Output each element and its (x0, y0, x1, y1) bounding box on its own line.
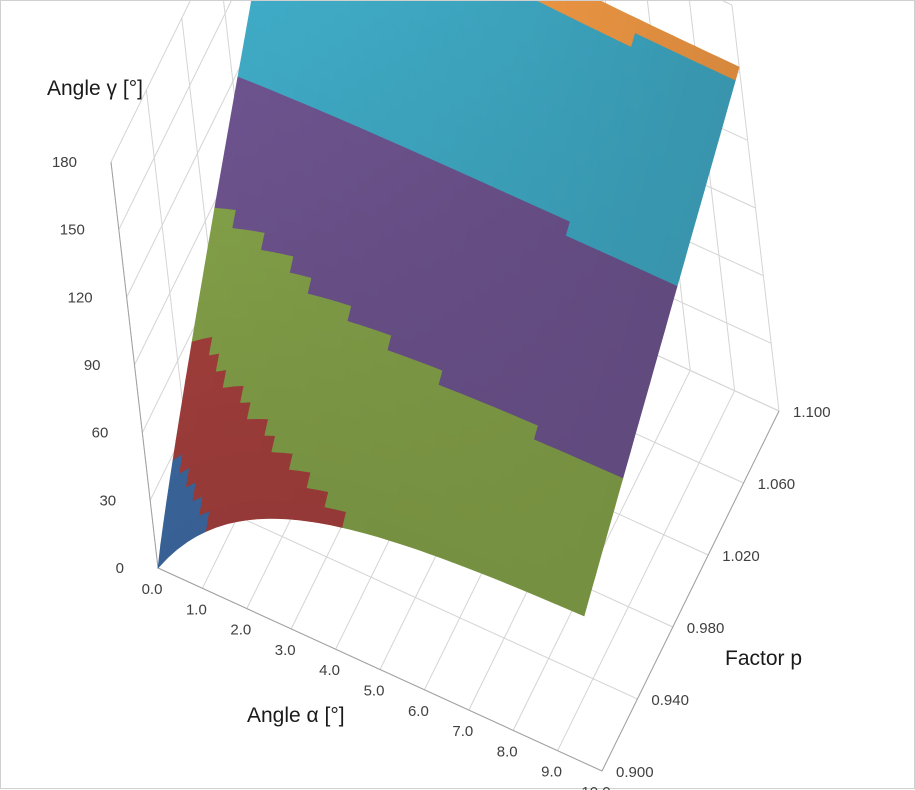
x-tick-label: 0.0 (142, 581, 163, 598)
x-tick-label: 7.0 (452, 723, 473, 740)
x-tick-label: 5.0 (364, 683, 385, 700)
z-tick-label: 180 (52, 154, 77, 171)
x-tick-label: 10.0 (581, 784, 610, 790)
z-tick-label: 150 (60, 222, 85, 239)
x-tick-label: 2.0 (230, 622, 251, 639)
x-tick-label: 3.0 (275, 642, 296, 659)
tick-labels: 0 30 60 90 120 150 180 0.0 1.0 2.0 3.0 4.0 5.0 6.0 7.0… (52, 154, 831, 790)
y-tick-label: 0.980 (687, 620, 725, 637)
z-axis-title: Angle γ [°] (47, 77, 143, 100)
z-tick-label: 120 (68, 289, 93, 306)
z-tick-label: 60 (92, 425, 109, 442)
surface-plot (157, 1, 740, 617)
x-tick-label: 1.0 (186, 601, 207, 618)
y-tick-label: 1.100 (793, 404, 831, 421)
y-tick-label: 0.900 (616, 764, 654, 781)
surface-cell (572, 596, 589, 617)
y-axis-title: Factor p (725, 647, 802, 670)
x-tick-label: 6.0 (408, 703, 429, 720)
x-tick-label: 9.0 (541, 764, 562, 781)
axis-line (110, 161, 780, 772)
x-tick-label: 8.0 (497, 743, 518, 760)
x-axis-title: Angle α [°] (247, 704, 345, 727)
x-tick-label: 4.0 (319, 662, 340, 679)
grid-line (557, 390, 736, 751)
z-tick-label: 0 (116, 560, 124, 577)
y-tick-label: 0.940 (651, 692, 689, 709)
z-tick-label: 90 (84, 357, 101, 374)
z-tick-label: 30 (99, 492, 116, 509)
y-tick-label: 1.060 (758, 476, 796, 493)
y-tick-label: 1.020 (722, 548, 760, 565)
grid-line (110, 1, 733, 163)
